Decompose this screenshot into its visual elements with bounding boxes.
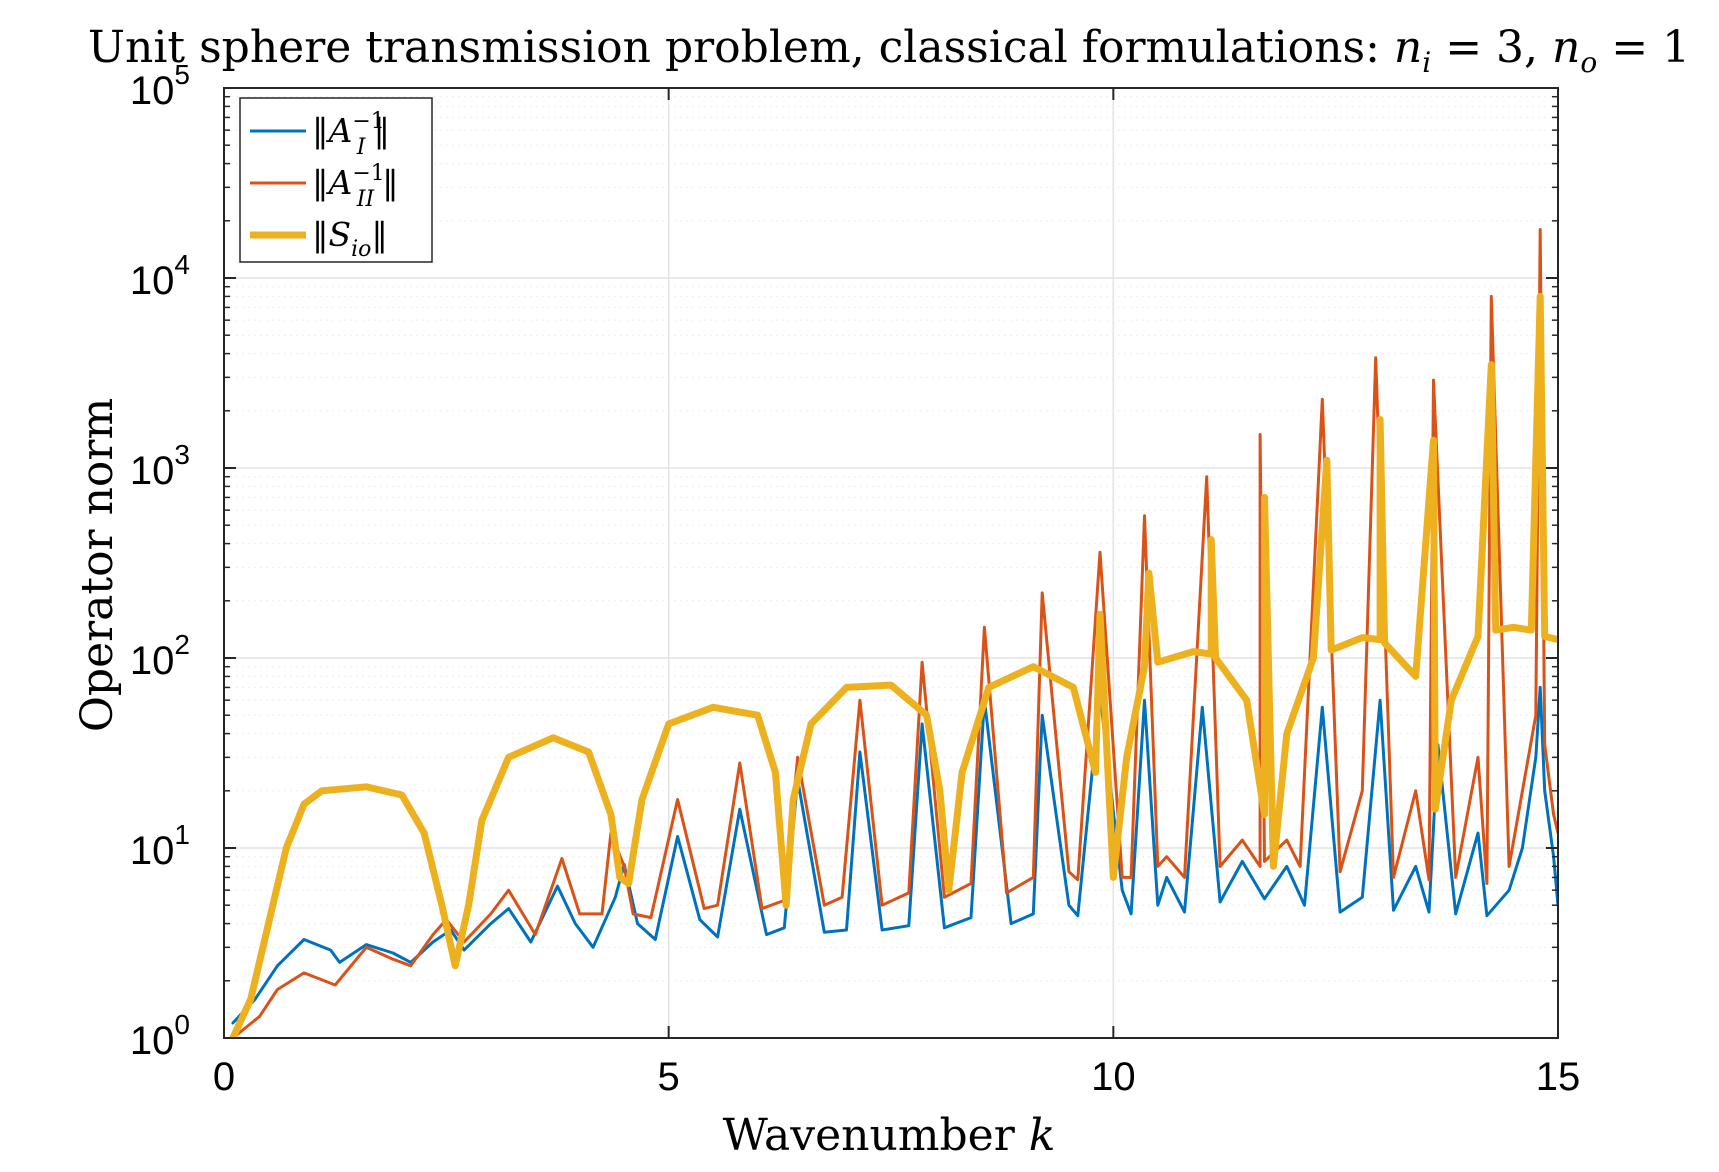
legend-entry: ‖A−1 I ‖ xyxy=(312,109,390,160)
x-tick-label: 15 xyxy=(1536,1055,1581,1099)
legend-entry: ‖Sio‖ xyxy=(312,215,388,262)
y-tick-label: 102 xyxy=(130,629,190,683)
series-line-1 xyxy=(231,685,1558,1025)
series-line-3 xyxy=(229,292,1558,1038)
plot-area xyxy=(224,88,1558,1038)
y-tick-label: 101 xyxy=(130,819,190,873)
chart-title: Unit sphere transmission problem, classi… xyxy=(88,22,1690,79)
legend: ‖A−1 I ‖‖A−1 II ‖‖Sio‖ xyxy=(239,97,433,263)
x-axis-label: Wavenumber k xyxy=(723,1110,1056,1161)
axis-box xyxy=(223,87,1559,1039)
series-line-2 xyxy=(231,228,1558,1038)
y-tick-label: 100 xyxy=(130,1009,190,1063)
tick-labels: 0 5 10 15 100 101 102 103 104 105 xyxy=(130,59,1580,1099)
x-tick-label: 5 xyxy=(658,1055,680,1099)
y-tick-label: 103 xyxy=(130,439,190,493)
y-tick-label: 104 xyxy=(130,249,190,303)
y-axis-label: Operator norm xyxy=(72,398,123,732)
axes xyxy=(223,87,1559,1039)
x-tick-label: 0 xyxy=(213,1055,235,1099)
legend-entry: ‖A−1 II ‖ xyxy=(312,161,399,212)
y-tick-label: 105 xyxy=(130,59,190,113)
x-tick-label: 10 xyxy=(1091,1055,1136,1099)
series-lines xyxy=(229,228,1558,1038)
